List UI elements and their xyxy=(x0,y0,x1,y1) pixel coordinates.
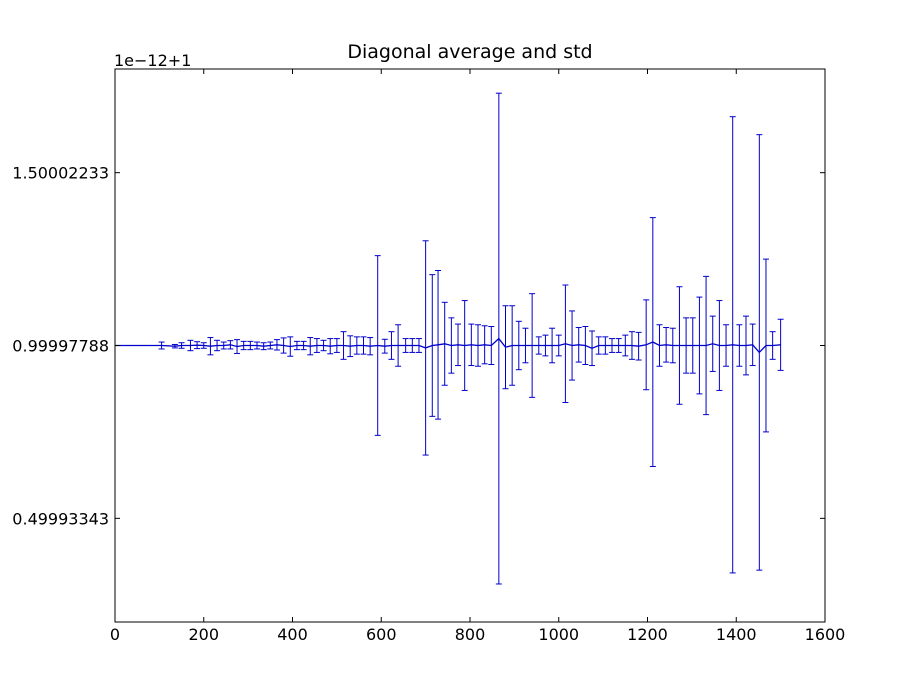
x-tick-label: 1000 xyxy=(538,625,579,644)
error-bars xyxy=(158,92,784,585)
y-tick-label: 1.50002233 xyxy=(12,164,109,183)
y-tick-labels: 0.49993343 0.99997788 1.50002233 xyxy=(12,164,109,529)
series-line-0 xyxy=(115,337,781,354)
y-tick-label: 0.99997788 xyxy=(12,337,109,356)
x-tick-label: 400 xyxy=(277,625,308,644)
error-bar xyxy=(777,318,784,371)
x-tick-label: 1400 xyxy=(716,625,757,644)
x-tick-label: 1200 xyxy=(627,625,668,644)
y-tick-label: 0.49993343 xyxy=(12,509,109,528)
x-tick-label: 600 xyxy=(366,625,397,644)
x-tick-label: 800 xyxy=(455,625,486,644)
series-layer xyxy=(115,337,781,354)
y-offset-label: 1e−12+1 xyxy=(114,51,191,70)
x-tick-label: 0 xyxy=(110,625,120,644)
x-tick-label: 1600 xyxy=(805,625,846,644)
x-tick-label: 200 xyxy=(188,625,219,644)
plot-frame xyxy=(114,68,826,623)
chart-title: Diagonal average and std xyxy=(347,41,592,63)
x-tick-labels: 0 200 400 600 800 1000 1200 1400 1600 xyxy=(110,625,845,644)
